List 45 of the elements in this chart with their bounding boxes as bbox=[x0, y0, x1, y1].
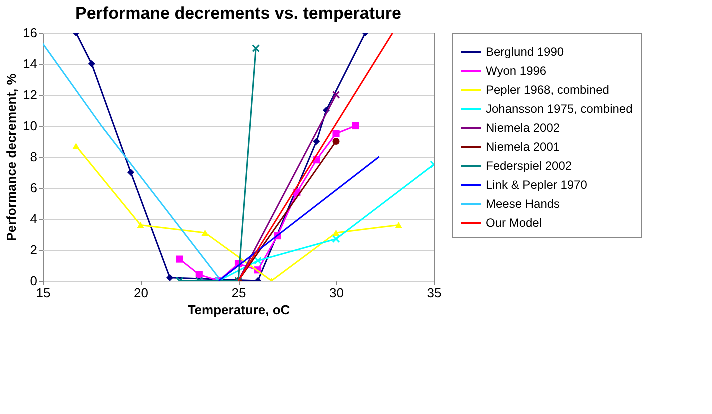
legend-label: Our Model bbox=[486, 216, 542, 230]
point bbox=[332, 235, 340, 244]
legend-label: Wyon 1996 bbox=[486, 64, 547, 78]
y-tick-label: 4 bbox=[30, 212, 38, 226]
legend-label: Pepler 1968, combined bbox=[486, 83, 610, 97]
point bbox=[137, 222, 144, 228]
y-tick-label: 2 bbox=[30, 242, 38, 258]
legend-label: Federspiel 2002 bbox=[486, 159, 572, 173]
x-tick-label: 35 bbox=[427, 286, 442, 300]
y-tick-label: 16 bbox=[23, 26, 38, 40]
point bbox=[332, 138, 340, 146]
point bbox=[352, 122, 360, 130]
x-axis-title: Temperature, oC bbox=[188, 302, 291, 318]
point bbox=[332, 91, 340, 99]
y-axis-title: Performance decrement, % bbox=[4, 73, 20, 242]
point bbox=[332, 130, 340, 138]
x-tick-label: 20 bbox=[134, 286, 148, 300]
point bbox=[176, 256, 184, 263]
legend-label: Meese Hands bbox=[486, 197, 560, 211]
point bbox=[166, 274, 174, 281]
point bbox=[313, 138, 320, 146]
point bbox=[202, 230, 209, 236]
y-tick-label: 8 bbox=[30, 150, 38, 164]
point bbox=[196, 271, 203, 278]
legend-label: Niemela 2002 bbox=[486, 121, 560, 135]
point bbox=[252, 44, 260, 52]
legend-label: Niemela 2001 bbox=[486, 140, 560, 154]
x-tick-label: 30 bbox=[330, 286, 344, 300]
point bbox=[88, 60, 96, 68]
y-tick-label: 12 bbox=[23, 88, 38, 102]
legend-label: Johansson 1975, combined bbox=[486, 102, 633, 116]
point bbox=[72, 143, 80, 150]
point bbox=[127, 168, 135, 176]
y-tick-label: 10 bbox=[23, 118, 38, 134]
point bbox=[395, 222, 402, 228]
y-tick-label: 14 bbox=[23, 56, 38, 72]
legend-label: Berglund 1990 bbox=[486, 45, 564, 59]
y-tick-label: 6 bbox=[30, 180, 38, 196]
y-tick-label: 0 bbox=[30, 274, 38, 288]
legend-label: Link & Pepler 1970 bbox=[486, 178, 588, 192]
x-tick-label: 15 bbox=[36, 286, 51, 300]
point bbox=[332, 230, 340, 236]
x-tick-label: 25 bbox=[232, 286, 246, 300]
point bbox=[254, 256, 262, 265]
chart-title: Performane decrements vs. temperature bbox=[76, 4, 402, 23]
